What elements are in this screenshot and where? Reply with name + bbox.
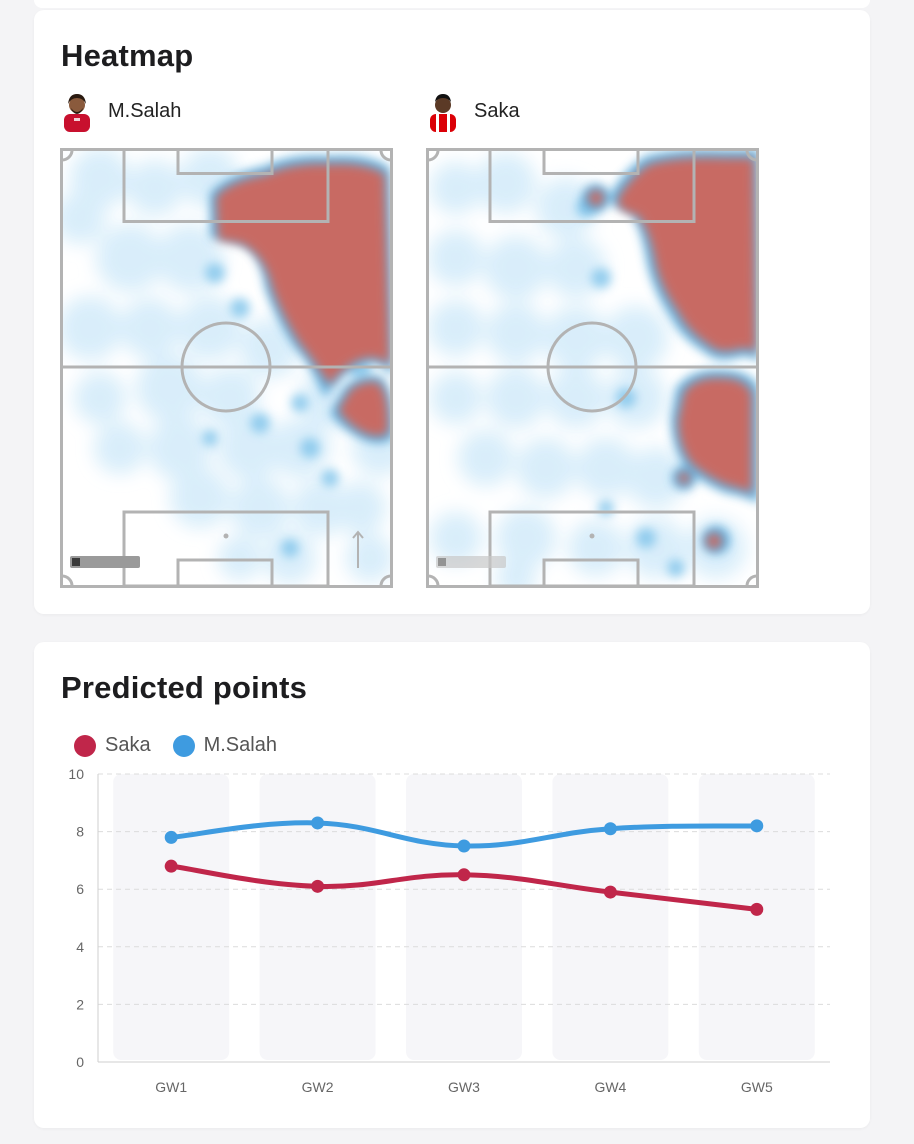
y-tick-label: 8: [76, 824, 84, 840]
legend-item-salah[interactable]: M.Salah: [172, 734, 277, 757]
data-point: [457, 868, 471, 882]
y-tick-label: 10: [68, 766, 84, 782]
x-tick-label: GW4: [594, 1079, 626, 1095]
player-header-saka: Saka: [426, 88, 520, 134]
chart-legend: Saka M.Salah: [74, 734, 299, 757]
player-header-salah: M.Salah: [60, 88, 181, 134]
saka-heatmap: [426, 148, 759, 588]
predicted-points-chart: 0 2 4 6 8 10 GW1 GW2 GW3 GW4 GW5: [68, 766, 830, 1095]
legend-marker-icon: [74, 734, 96, 757]
x-tick-label: GW1: [155, 1079, 187, 1095]
data-point: [164, 859, 178, 873]
y-tick-label: 6: [76, 881, 84, 897]
y-tick-label: 0: [76, 1054, 84, 1070]
x-tick-label: GW5: [741, 1079, 773, 1095]
legend-item-saka[interactable]: Saka: [74, 734, 151, 757]
category-band: [698, 774, 815, 1060]
previous-card-bottom: [34, 0, 870, 8]
category-band: [113, 774, 230, 1060]
attack-direction-arrow-icon: [352, 530, 364, 568]
saka-name: Saka: [474, 99, 520, 122]
data-point: [603, 885, 617, 899]
data-point: [457, 839, 471, 853]
category-band: [406, 774, 522, 1060]
category-band: [552, 774, 669, 1060]
y-tick-label: 4: [76, 939, 84, 955]
x-tick-label: GW3: [448, 1079, 480, 1095]
legend-label-salah: M.Salah: [203, 734, 277, 756]
data-point: [164, 830, 178, 844]
category-band: [259, 774, 376, 1060]
heatmap-title: Heatmap: [61, 38, 194, 73]
saka-avatar: [426, 90, 460, 132]
brand-badge-icon: [70, 556, 140, 568]
heatmap-card: Heatmap M.Salah Saka: [34, 10, 870, 614]
salah-name: M.Salah: [108, 99, 182, 122]
predicted-points-card: Predicted points Saka M.Salah 0 2 4 6 8 10 GW1…: [34, 642, 870, 1128]
salah-avatar: [60, 90, 94, 132]
brand-badge-icon: [436, 556, 506, 568]
data-point: [750, 819, 764, 833]
salah-heatmap: [60, 148, 393, 588]
y-tick-label: 2: [76, 996, 84, 1012]
legend-label-saka: Saka: [105, 734, 151, 756]
predicted-points-title: Predicted points: [61, 670, 308, 705]
data-point: [603, 822, 617, 836]
data-point: [311, 816, 325, 830]
data-point: [750, 902, 764, 916]
x-tick-label: GW2: [302, 1079, 334, 1095]
data-point: [311, 879, 325, 893]
legend-marker-icon: [172, 734, 195, 757]
